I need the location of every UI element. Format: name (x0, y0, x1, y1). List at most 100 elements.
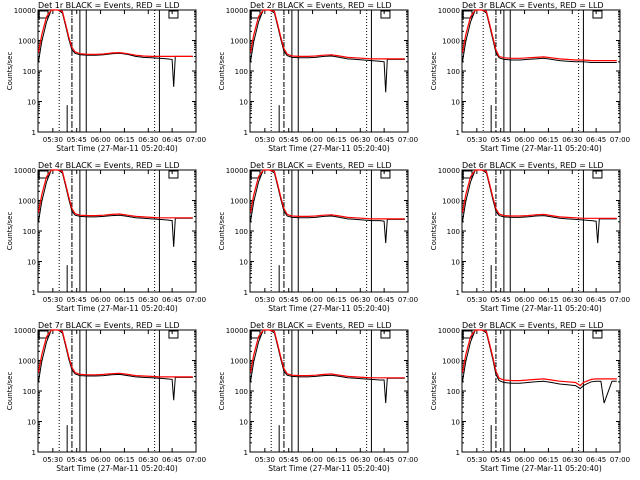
x-tick-label: 07:00 (610, 296, 630, 304)
x-tick-label: 05:30 (43, 456, 63, 464)
series-line-events (462, 329, 617, 404)
x-tick-label: 06:45 (374, 136, 394, 144)
x-tick-label: 06:30 (562, 456, 582, 464)
x-tick-label: 05:45 (67, 296, 87, 304)
y-axis-label: Counts/sec (218, 372, 226, 411)
x-axis-label: Start Time (27-Mar-11 05:20:40) (268, 464, 390, 473)
y-tick-label: 100 (235, 388, 248, 396)
x-tick-label: 05:45 (491, 456, 511, 464)
plot-frame (461, 169, 621, 293)
plot-frame (461, 9, 621, 133)
x-tick-label: 05:45 (491, 296, 511, 304)
plot-frame (249, 169, 409, 293)
x-axis-label: Start Time (27-Mar-11 05:20:40) (480, 144, 602, 153)
x-axis-label: Start Time (27-Mar-11 05:20:40) (56, 144, 178, 153)
x-tick-label: 05:30 (467, 136, 487, 144)
y-tick-label: 10000 (14, 167, 36, 175)
x-axis-label: Start Time (27-Mar-11 05:20:40) (268, 304, 390, 313)
y-tick-label: 1 (244, 449, 248, 457)
plot-frame (461, 329, 621, 453)
y-tick-label: 1000 (442, 38, 460, 46)
y-tick-label: 10 (451, 99, 460, 107)
x-tick-label: 07:00 (610, 456, 630, 464)
x-tick-label: 05:30 (43, 136, 63, 144)
x-axis-label: Start Time (27-Mar-11 05:20:40) (56, 464, 178, 473)
x-tick-label: 07:00 (398, 296, 418, 304)
y-axis-label: Counts/sec (6, 52, 14, 91)
y-tick-label: 10 (27, 99, 36, 107)
y-axis-label: Counts/sec (430, 212, 438, 251)
y-tick-label: 100 (447, 228, 460, 236)
x-tick-label: 06:45 (162, 296, 182, 304)
x-tick-label: 06:00 (514, 456, 534, 464)
x-tick-label: 06:30 (350, 136, 370, 144)
y-axis-label: Counts/sec (218, 212, 226, 251)
panel-title: Det 1r BLACK = Events, RED = LLD (38, 1, 180, 10)
x-tick-label: 06:15 (326, 456, 346, 464)
detector-panel-3: Det 3r BLACK = Events, RED = LLD 1 10 100 10… (430, 1, 630, 153)
x-tick-label: 05:45 (67, 136, 87, 144)
panel-title: Det 4r BLACK = Events, RED = LLD (38, 161, 180, 170)
x-tick-label: 06:15 (538, 456, 558, 464)
x-tick-label: 07:00 (398, 456, 418, 464)
series-line-lld (249, 9, 405, 60)
x-tick-label: 06:00 (90, 296, 110, 304)
detector-panel-4: Det 4r BLACK = Events, RED = LLD 1 10 100 10… (6, 161, 206, 313)
x-tick-label: 05:30 (43, 296, 63, 304)
y-axis-label: Counts/sec (218, 52, 226, 91)
y-tick-label: 1000 (18, 38, 36, 46)
x-tick-label: 06:00 (514, 296, 534, 304)
series-line-events (250, 169, 405, 244)
detector-panel-7: Det 7r BLACK = Events, RED = LLD 1 10 100 10… (6, 321, 206, 473)
x-tick-label: 05:30 (467, 296, 487, 304)
y-tick-label: 10 (239, 419, 248, 427)
x-tick-label: 06:45 (586, 456, 606, 464)
series-line-lld (37, 169, 193, 219)
x-tick-label: 07:00 (186, 456, 206, 464)
y-tick-label: 10000 (438, 327, 460, 335)
x-tick-label: 06:30 (562, 136, 582, 144)
plot-frame (249, 329, 409, 453)
y-tick-label: 10000 (438, 7, 460, 15)
series-line-lld (461, 9, 617, 62)
y-tick-label: 1000 (18, 198, 36, 206)
x-tick-label: 06:00 (302, 456, 322, 464)
x-tick-label: 06:45 (162, 456, 182, 464)
y-tick-label: 10 (239, 99, 248, 107)
y-tick-label: 10 (27, 259, 36, 267)
y-tick-label: 10 (239, 259, 248, 267)
y-tick-label: 1 (244, 129, 248, 137)
y-tick-label: 100 (23, 68, 36, 76)
series-line-lld (461, 329, 617, 387)
detector-panel-9: Det 9r BLACK = Events, RED = LLD 1 10 100 10… (430, 321, 630, 473)
y-tick-label: 1000 (18, 358, 36, 366)
x-tick-label: 06:15 (114, 456, 134, 464)
x-axis-label: Start Time (27-Mar-11 05:20:40) (480, 464, 602, 473)
x-tick-label: 06:45 (374, 456, 394, 464)
y-tick-label: 1000 (442, 198, 460, 206)
x-tick-label: 07:00 (186, 296, 206, 304)
y-tick-label: 10000 (438, 167, 460, 175)
y-tick-label: 1 (244, 289, 248, 297)
x-tick-label: 06:15 (538, 136, 558, 144)
panel-title: Det 7r BLACK = Events, RED = LLD (38, 321, 180, 330)
x-tick-label: 06:45 (586, 296, 606, 304)
y-axis-label: Counts/sec (430, 52, 438, 91)
y-tick-label: 10 (451, 419, 460, 427)
y-tick-label: 10 (451, 259, 460, 267)
corner-box-right (380, 10, 391, 19)
x-tick-label: 06:15 (538, 296, 558, 304)
y-tick-label: 100 (23, 388, 36, 396)
series-line-lld (37, 9, 193, 58)
y-axis-label: Counts/sec (6, 372, 14, 411)
detector-panel-6: Det 6r BLACK = Events, RED = LLD 1 10 100 10… (430, 161, 630, 313)
y-tick-label: 10 (27, 419, 36, 427)
series-line-lld (461, 169, 617, 219)
x-tick-label: 05:45 (491, 136, 511, 144)
x-axis-label: Start Time (27-Mar-11 05:20:40) (56, 304, 178, 313)
x-tick-label: 05:30 (255, 136, 275, 144)
corner-box-right (380, 330, 391, 339)
x-tick-label: 05:30 (255, 296, 275, 304)
y-tick-label: 10000 (14, 7, 36, 15)
